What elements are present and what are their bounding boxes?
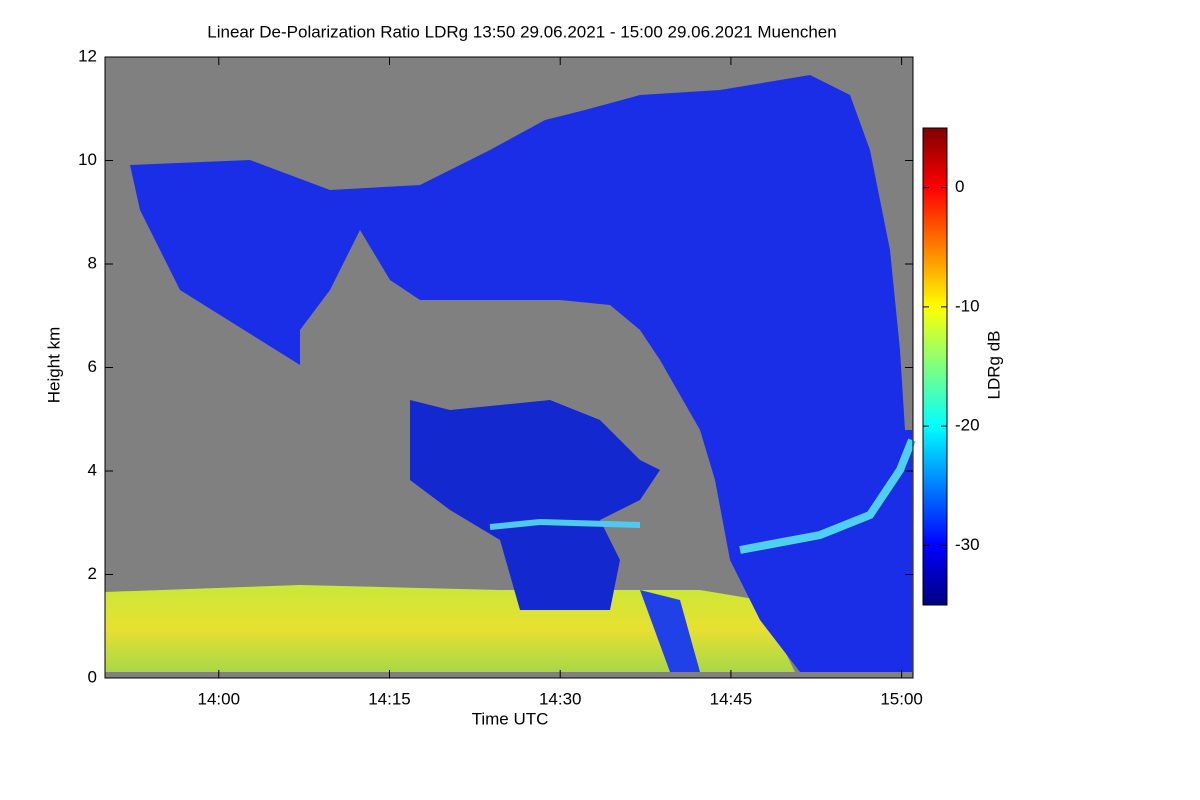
mid-cloud xyxy=(410,400,660,610)
y-tick-label: 12 xyxy=(78,46,97,65)
colorbar-tick-label: -20 xyxy=(955,416,980,435)
x-tick-label: 14:45 xyxy=(710,689,753,708)
lidar-field xyxy=(105,75,916,672)
melting-layer xyxy=(489,518,641,530)
fall-streak xyxy=(640,590,700,672)
y-tick-label: 6 xyxy=(88,357,97,376)
chart-title: Linear De-Polarization Ratio LDRg 13:50 … xyxy=(207,22,836,41)
x-tick-label: 14:15 xyxy=(368,689,411,708)
colorbar-tick-label: -30 xyxy=(955,535,980,554)
colorbar-tick-label: -10 xyxy=(955,296,980,315)
y-tick-label: 0 xyxy=(88,667,97,686)
y-axis-label: Height km xyxy=(44,327,63,404)
y-tick-label: 8 xyxy=(88,253,97,272)
y-tick-label: 2 xyxy=(88,564,97,583)
colorbar xyxy=(922,127,948,606)
colorbar-label: LDRg dB xyxy=(984,331,1003,400)
melting-layer xyxy=(739,438,916,554)
aerosol-layer xyxy=(105,585,795,672)
x-tick-label: 15:00 xyxy=(880,689,923,708)
x-axis-label: Time UTC xyxy=(472,709,549,728)
y-tick-label: 10 xyxy=(78,150,97,169)
y-tick-label: 4 xyxy=(88,460,97,479)
x-tick-label: 14:30 xyxy=(539,689,582,708)
colorbar-tick-label: 0 xyxy=(955,177,964,196)
x-tick-label: 14:00 xyxy=(198,689,241,708)
cirrus-cloud xyxy=(130,75,912,672)
